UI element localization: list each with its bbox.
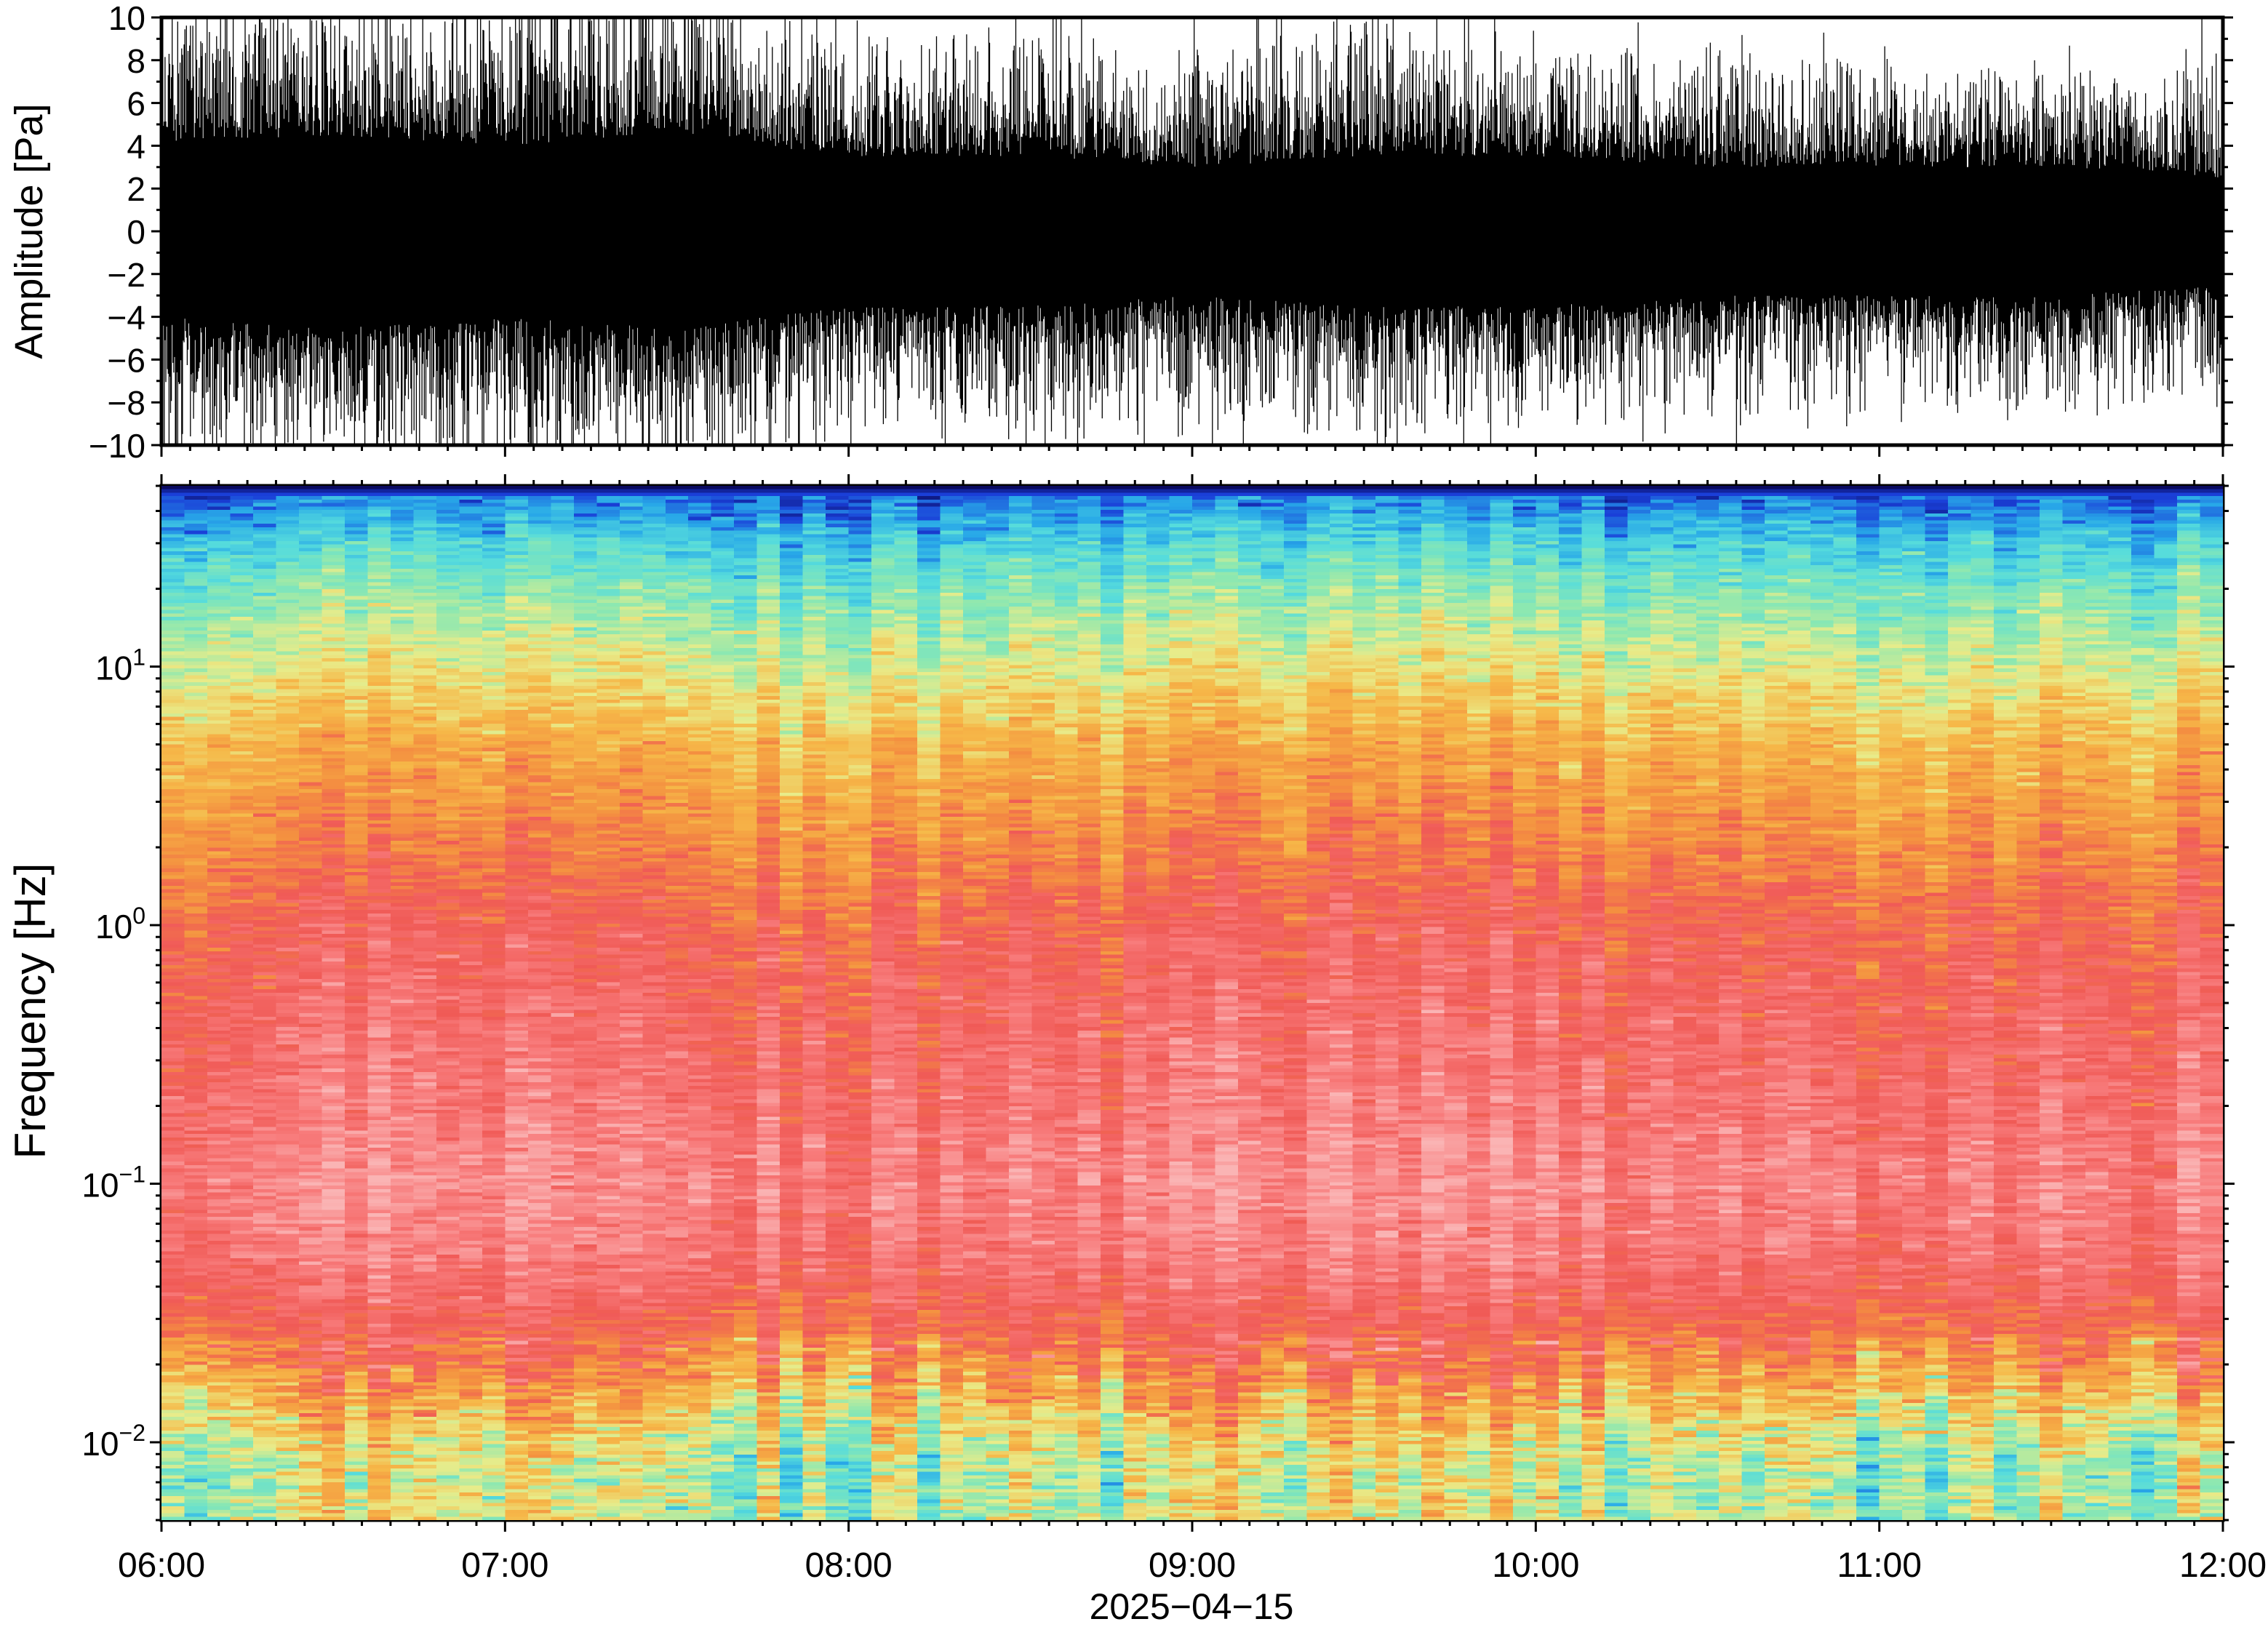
- amplitude-tick-label: −4: [108, 299, 145, 337]
- amplitude-axis-label: Amplitude [Pa]: [7, 103, 51, 359]
- date-axis-label: 2025−04−15: [1090, 1586, 1294, 1623]
- frequency-tick-label: 100: [95, 903, 145, 946]
- time-tick-label: 11:00: [1837, 1546, 1922, 1585]
- frequency-tick-label: 10−1: [81, 1161, 145, 1204]
- frequency-tick-label: 101: [95, 644, 145, 687]
- time-tick-label: 06:00: [118, 1546, 205, 1585]
- waveform-trace: [161, 17, 2224, 445]
- amplitude-tick-label: −10: [89, 427, 145, 465]
- axis-ticks: [150, 16, 2235, 1532]
- waveform-core: [161, 145, 2223, 313]
- amplitude-tick-label: 0: [127, 213, 145, 251]
- amplitude-tick-label: −2: [108, 256, 145, 294]
- amplitude-tick-label: 10: [108, 0, 145, 37]
- tick-marks: [150, 16, 2235, 1532]
- amplitude-tick-label: 8: [127, 42, 145, 80]
- amplitude-tick-label: 6: [127, 85, 145, 123]
- tick-labels: −10 −8 −6 −4 −2 0 2 4 6 8 10 10−2 10−1 100 101 06:00 07:…: [81, 0, 2267, 1585]
- spectrogram-heatmap: [161, 486, 2223, 1520]
- frequency-axis-label: Frequency [Hz]: [6, 863, 55, 1159]
- time-tick-label: 12:00: [2179, 1546, 2267, 1585]
- amplitude-tick-label: −6: [108, 341, 145, 379]
- frequency-tick-label: 10−2: [81, 1420, 145, 1463]
- amplitude-tick-label: 2: [127, 170, 145, 208]
- time-tick-label: 07:00: [461, 1546, 548, 1585]
- time-tick-label: 10:00: [1492, 1546, 1579, 1585]
- time-tick-label: 08:00: [805, 1546, 893, 1585]
- amplitude-tick-label: −8: [108, 384, 145, 422]
- amplitude-tick-label: 4: [127, 127, 145, 165]
- time-tick-label: 09:00: [1149, 1546, 1236, 1585]
